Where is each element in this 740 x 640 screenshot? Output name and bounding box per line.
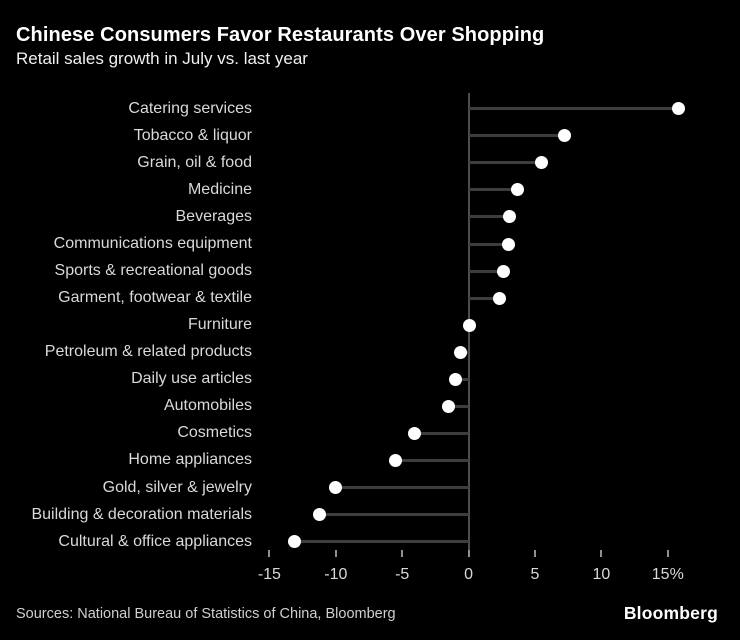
axis-tick-label: -5 [395,566,410,583]
value-stem [335,486,469,490]
chart-subtitle: Retail sales growth in July vs. last yea… [16,49,308,68]
category-label: Beverages [175,207,253,225]
category-label: Daily use articles [131,370,252,388]
category-label: Communications equipment [53,235,252,252]
value-stem [468,242,509,246]
category-label: Sports & recreational goods [54,262,252,280]
axis-tick [467,550,470,557]
value-dot [288,535,302,549]
axis-tick [600,550,603,557]
value-stem [468,188,518,192]
value-dot [448,372,462,386]
value-dot [492,291,506,305]
axis-tick-label: 0 [464,566,474,583]
category-label: Cultural & office appliances [58,532,252,550]
axis-tick-label: 5 [530,566,540,583]
category-label: Cosmetics [177,424,252,442]
axis-tick-label: 15% [651,566,684,583]
value-dot [313,508,327,522]
value-stem [468,161,542,165]
sources-note: Sources: National Bureau of Statistics o… [16,606,396,622]
category-label: Grain, oil & food [137,153,252,171]
value-stem [468,269,504,273]
value-dot [454,345,468,359]
value-stem [468,296,500,300]
category-label: Gold, silver & jewelry [102,478,252,496]
value-stem [468,215,510,219]
value-stem [468,107,679,111]
value-stem [448,404,469,408]
value-stem [414,431,469,435]
axis-tick [268,550,271,557]
bloomberg-logo: Bloomberg [623,603,718,623]
value-dot [442,399,456,413]
category-label: Furniture [187,316,252,334]
chart-title: Chinese Consumers Favor Restaurants Over… [16,24,545,46]
value-dot [407,426,421,440]
value-stem [294,540,469,544]
axis-tick-label: 10 [592,566,611,583]
category-label: Automobiles [163,397,252,415]
category-label: Tobacco & liquor [133,126,252,144]
value-dot [501,237,515,251]
category-label: Garment, footwear & textile [58,289,252,307]
value-stem [319,513,469,517]
axis-tick-label: -10 [324,566,348,583]
value-dot [503,210,517,224]
value-dot [496,264,510,278]
axis-tick [534,550,536,557]
value-dot [557,129,571,143]
value-dot [463,318,477,332]
value-dot [511,183,525,197]
category-label: Building & decoration materials [31,505,252,523]
category-label: Home appliances [128,451,252,469]
axis-tick [401,550,404,557]
value-stem [468,134,565,138]
value-dot [389,453,403,467]
category-label: Petroleum & related products [44,343,252,361]
axis-tick [334,550,337,557]
value-stem [455,377,469,381]
axis-tick-label: -15 [257,566,281,583]
value-dot [671,102,685,116]
value-stem [395,458,469,462]
category-label: Catering services [128,99,252,117]
axis-tick [666,550,669,557]
category-label: Medicine [187,180,252,198]
value-dot [329,481,343,495]
value-dot [535,156,549,170]
